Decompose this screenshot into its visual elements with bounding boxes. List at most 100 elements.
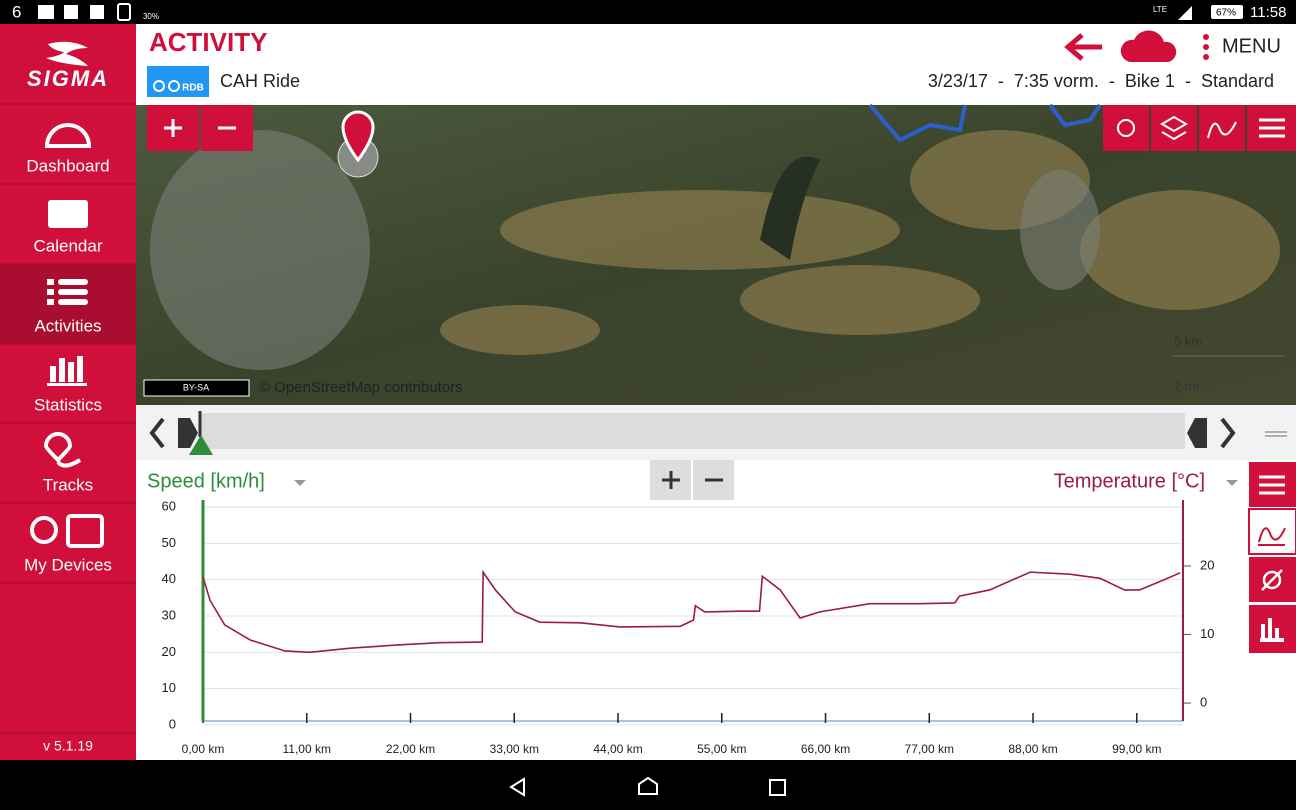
map-terrain [440, 130, 1280, 355]
zoom-out[interactable] [201, 105, 253, 151]
logo-mark [46, 41, 88, 66]
x-tick-label: 66,00 km [801, 742, 850, 756]
version: v 5.1.19 [43, 738, 93, 754]
slider-prev[interactable] [149, 417, 165, 449]
license-label: BY-SA [183, 382, 209, 392]
back-button[interactable] [1064, 33, 1102, 61]
x-tick-label: 77,00 km [905, 742, 954, 756]
drag-handle[interactable] [1265, 431, 1287, 437]
activity-meta: 3/23/17 - 7:35 vorm. - Bike 1 - Standard [928, 71, 1274, 91]
x-tick-label: 0,00 km [182, 742, 225, 756]
list-icon [1259, 118, 1285, 138]
x-tick-label: 55,00 km [697, 742, 746, 756]
status-icon [64, 5, 78, 19]
y-tick-label: 30 [162, 607, 176, 622]
y2-tick-label: 20 [1200, 557, 1214, 572]
nav-label[interactable]: Statistics [34, 395, 102, 414]
calendar-icon [48, 200, 88, 228]
chart-icon [1207, 121, 1237, 139]
status-icon [117, 3, 131, 21]
locate-button[interactable] [1103, 105, 1149, 151]
menu-dots[interactable] [1203, 34, 1209, 60]
device-icon [66, 514, 104, 548]
map-attribution[interactable]: © OpenStreetMap contributors [259, 379, 463, 396]
bike-icon [168, 80, 180, 92]
chart-toggle[interactable] [1199, 105, 1245, 151]
position-marker[interactable] [189, 435, 213, 455]
signal-icon [1178, 6, 1192, 20]
status-icon [90, 5, 104, 19]
page-title: ACTIVITY [149, 27, 267, 57]
chart-zoom-in[interactable] [650, 460, 691, 500]
y-tick-label: 0 [169, 716, 176, 731]
status-notification: 6 [12, 2, 21, 21]
y-tick-label: 20 [162, 644, 176, 659]
status-battery-small: 30% [143, 12, 159, 21]
license-badge [143, 379, 250, 397]
slider-next[interactable] [1220, 417, 1236, 449]
nav-label[interactable]: My Devices [24, 555, 112, 574]
y-tick-label: 10 [162, 680, 176, 695]
dropdown-arrow[interactable] [1226, 480, 1238, 486]
badge-label: RDB [182, 83, 204, 94]
legend-label[interactable]: Temperature [°C] [1054, 470, 1205, 492]
zoom-in[interactable] [147, 105, 199, 151]
slider-left-handle[interactable] [178, 418, 198, 448]
y-tick-label: 60 [162, 498, 176, 513]
statistics-icon [47, 356, 87, 386]
bar-icon [1260, 618, 1284, 642]
temperature-line [202, 569, 1181, 654]
locate-icon [1117, 119, 1135, 137]
activities-icon [47, 279, 88, 305]
y2-tick-label: 10 [1200, 626, 1214, 641]
dropdown-arrow[interactable] [294, 480, 306, 486]
chart-zoom-out[interactable] [693, 460, 734, 500]
nav-label[interactable]: Calendar [34, 236, 103, 255]
line-icon [1258, 527, 1286, 546]
plot: 0 10 20 30 40 50 60 0 10 20 0,00 km 11,00 km 22,00 k… [162, 498, 1215, 756]
battery-icon [1211, 5, 1243, 19]
recents-key[interactable] [769, 779, 786, 796]
layers-button[interactable] [1151, 105, 1197, 151]
average-icon [1261, 569, 1283, 591]
bar-button[interactable] [1249, 605, 1296, 653]
nav-tracks[interactable]: Tracks [43, 432, 93, 494]
y-tick-label: 40 [162, 571, 176, 586]
dashboard-icon [44, 123, 92, 148]
y-axis-label[interactable]: Speed [km/h] [147, 470, 265, 492]
nav-label[interactable]: Tracks [43, 475, 93, 494]
status-bar [0, 0, 1296, 24]
sync-button[interactable] [1120, 30, 1177, 62]
home-key[interactable] [638, 776, 658, 795]
y-tick-label: 50 [162, 535, 176, 550]
nav-statistics[interactable]: Statistics [34, 356, 102, 414]
x-tick-label: 33,00 km [490, 742, 539, 756]
status-network: LTE [1153, 5, 1167, 14]
x-tick-label: 88,00 km [1008, 742, 1057, 756]
status-battery: 67% [1216, 8, 1236, 19]
nav-activities[interactable]: Activities [34, 279, 102, 335]
nav-label[interactable]: Dashboard [26, 156, 109, 175]
chart-side-buttons [1248, 462, 1296, 653]
map-lake [760, 156, 820, 260]
line-button[interactable] [1248, 508, 1296, 555]
scale-km: 5 km [1174, 333, 1202, 348]
tracks-icon [43, 432, 82, 468]
y2-tick-label: 0 [1200, 695, 1207, 710]
status-time: 11:58 [1250, 4, 1286, 21]
back-key[interactable] [509, 777, 525, 797]
nav-calendar[interactable]: Calendar [34, 200, 103, 255]
list-icon [1259, 475, 1285, 495]
sidebar [0, 24, 136, 760]
nav-dashboard[interactable]: Dashboard [26, 123, 110, 175]
layers-icon [1160, 115, 1188, 141]
slider-right-handle[interactable] [1187, 418, 1207, 448]
nav-devices[interactable]: My Devices [24, 514, 112, 574]
nav-label[interactable]: Activities [34, 316, 101, 335]
map-marker[interactable] [341, 110, 375, 163]
timeline-track[interactable] [200, 413, 1185, 449]
menu-button[interactable]: MENU [1222, 35, 1281, 57]
map-route [868, 103, 1102, 143]
